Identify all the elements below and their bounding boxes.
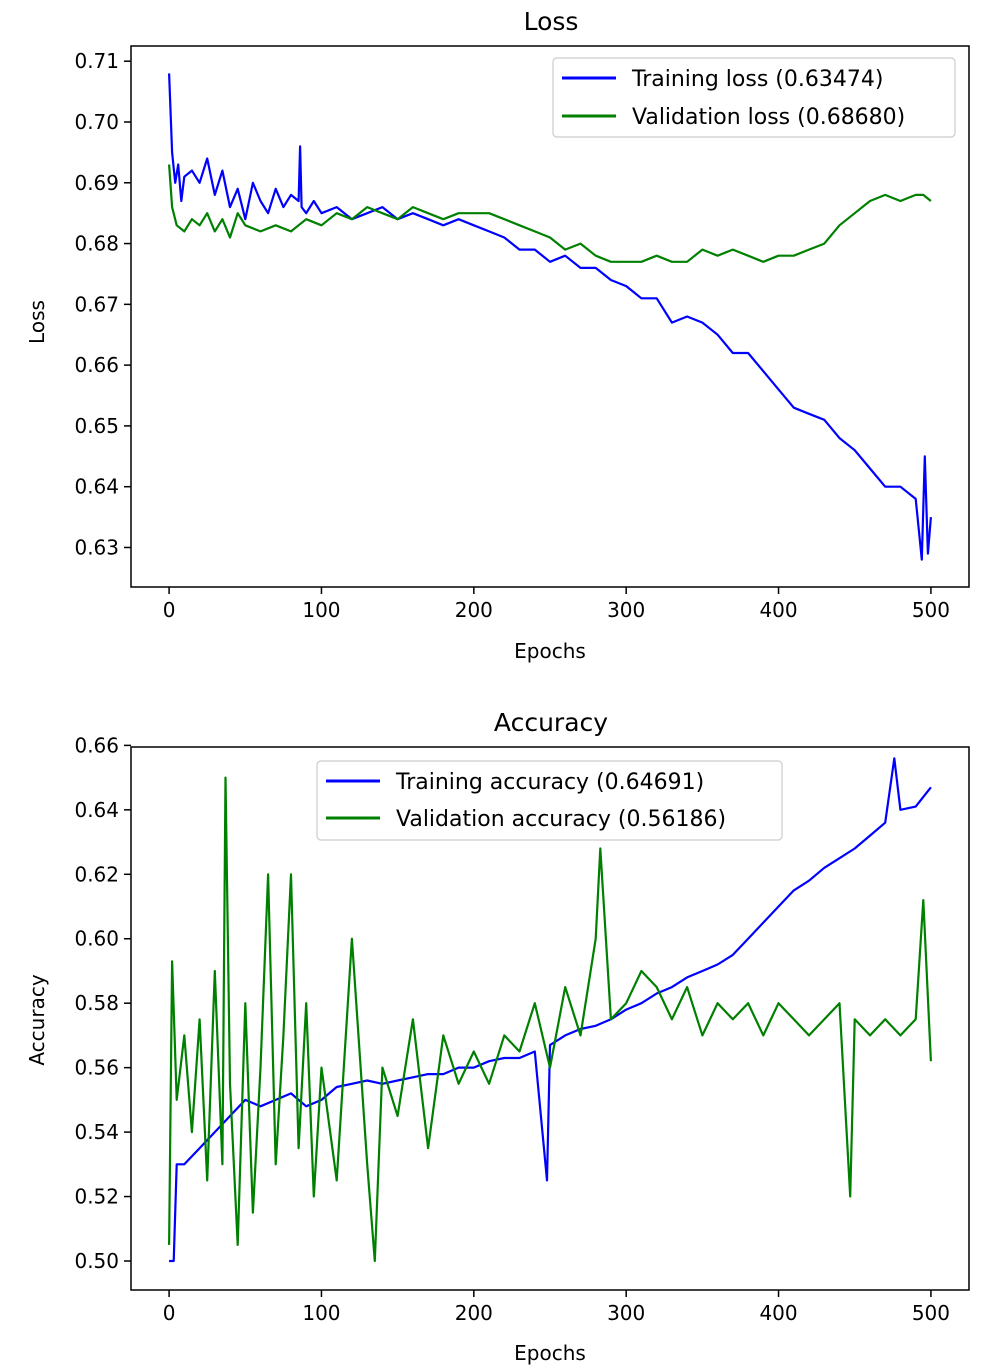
y-tick-label: 0.63: [74, 535, 119, 559]
plot-frame: [130, 746, 970, 1291]
y-axis-label: Loss: [25, 300, 49, 344]
x-tick-label: 500: [912, 598, 950, 622]
y-tick-label: 0.68: [74, 232, 119, 256]
legend: Training accuracy (0.64691) Validation a…: [316, 760, 783, 841]
legend-label: Training accuracy (0.64691): [395, 770, 704, 795]
x-tick-label: 500: [912, 1301, 950, 1325]
x-tick-label: 200: [455, 598, 493, 622]
legend-label: Training loss (0.63474): [631, 67, 883, 92]
y-tick-label: 0.64: [74, 798, 119, 822]
chart-title: Loss: [524, 7, 579, 36]
x-tick-label: 300: [607, 1301, 645, 1325]
y-tick-label: 0.64: [74, 475, 119, 499]
plot-frame: [130, 45, 970, 588]
x-axis-label: Epochs: [514, 639, 586, 663]
y-tick-label: 0.65: [74, 414, 119, 438]
y-tick-label: 0.70: [74, 110, 119, 134]
legend-label: Validation loss (0.68680): [632, 105, 905, 130]
accuracy-ticks-layer: 0 100 200 300 400 500 0.50 0.52 0.54 0.56 0.58 0.60…: [74, 733, 950, 1325]
legend-box: [316, 760, 783, 841]
y-tick-label: 0.58: [74, 991, 119, 1015]
y-tick-label: 0.56: [74, 1056, 119, 1080]
series-line: [168, 776, 932, 1263]
y-tick-label: 0.50: [74, 1249, 119, 1273]
loss-series-layer: [168, 73, 932, 561]
legend-label: Validation accuracy (0.56186): [396, 807, 726, 832]
loss-ticks-layer: 0 100 200 300 400 500 0.63 0.64 0.65 0.66 0.67 0.68…: [74, 49, 950, 622]
chart-title: Accuracy: [494, 708, 608, 737]
legend: Training loss (0.63474) Validation loss …: [552, 57, 956, 138]
y-tick-label: 0.69: [74, 171, 119, 195]
x-tick-label: 200: [455, 1301, 493, 1325]
y-tick-label: 0.60: [74, 927, 119, 951]
y-tick-label: 0.66: [74, 353, 119, 377]
y-tick-label: 0.52: [74, 1185, 119, 1209]
x-tick-label: 300: [607, 598, 645, 622]
series-line: [169, 757, 932, 1263]
y-tick-label: 0.66: [74, 733, 119, 757]
y-tick-label: 0.71: [74, 49, 119, 73]
series-line: [168, 73, 932, 561]
legend-box: [552, 57, 956, 138]
series-line: [168, 164, 932, 263]
y-tick-label: 0.54: [74, 1120, 119, 1144]
x-tick-label: 0: [163, 1301, 176, 1325]
x-tick-label: 400: [759, 1301, 797, 1325]
x-tick-label: 100: [302, 1301, 340, 1325]
x-axis-label: Epochs: [514, 1341, 586, 1365]
accuracy-series-layer: [168, 757, 932, 1263]
y-tick-label: 0.62: [74, 862, 119, 886]
loss-subplot: Loss 0 100 200 300 400 500 0.63 0.64 0.65 0.66 0.6…: [25, 7, 970, 663]
accuracy-subplot: Accuracy 0 100 200 300 400 500 0.50 0.52 0.54 0.5…: [25, 708, 970, 1365]
y-axis-label: Accuracy: [25, 974, 49, 1065]
x-tick-label: 100: [302, 598, 340, 622]
x-tick-label: 0: [163, 598, 176, 622]
y-tick-label: 0.67: [74, 292, 119, 316]
x-tick-label: 400: [759, 598, 797, 622]
